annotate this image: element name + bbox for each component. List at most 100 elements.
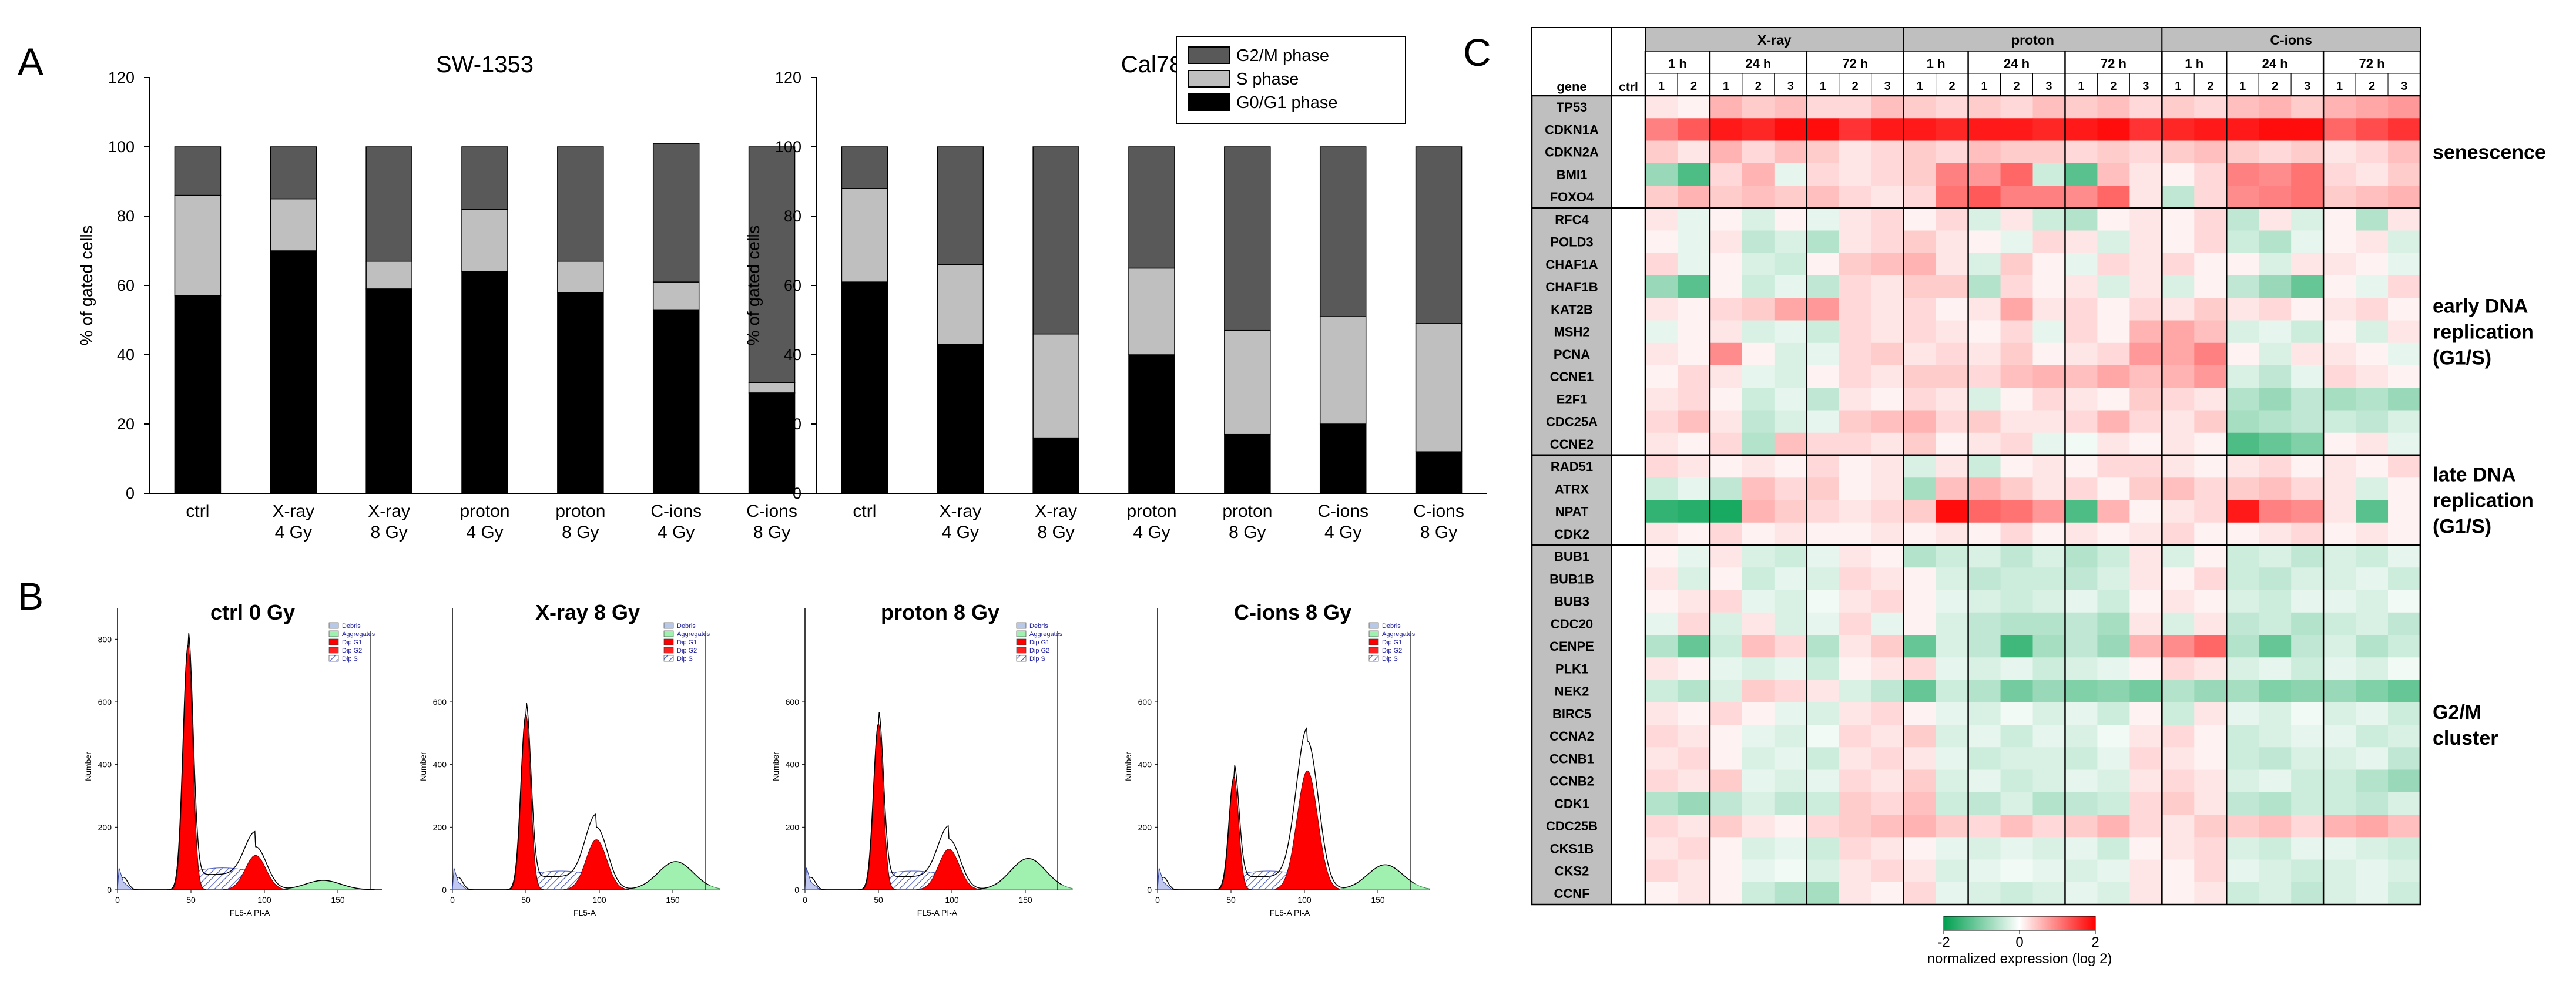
heatmap-cell: [1645, 815, 1678, 838]
heatmap-cell: [2388, 118, 2421, 141]
bar-segment-g2m: [557, 146, 604, 262]
heatmap-cell: [2032, 522, 2065, 546]
replicate-label: 3: [2142, 80, 2149, 93]
timepoint-label: 1 h: [2185, 56, 2203, 71]
heatmap-cell: [2323, 320, 2356, 344]
heatmap-cell: [2129, 747, 2162, 770]
bar-segment-g2m: [365, 146, 412, 262]
gene-label: BIRC5: [1552, 707, 1591, 721]
heatmap-cell: [2032, 545, 2065, 568]
heatmap-cell: [1677, 837, 1710, 860]
heatmap-cell: [2097, 747, 2130, 770]
heatmap-cell: [1677, 365, 1710, 388]
heatmap-cell: [2291, 792, 2324, 815]
heatmap-cell: [1645, 522, 1678, 546]
histogram-xray: X-ray 8 Gy 0 200 400 600 0 50 100 150 FL5-A Number…: [418, 600, 720, 917]
y-axis-label: Number: [418, 752, 428, 781]
heatmap-cell: [1839, 208, 1872, 231]
heatmap-cell: [2065, 208, 2098, 231]
heatmap-cell: [1806, 96, 1840, 119]
x-tick-label: ctrl: [853, 502, 876, 521]
gene-label: CDKN1A: [1545, 122, 1599, 137]
heatmap-cell: [2259, 522, 2292, 546]
x-tick-label: 100: [1297, 895, 1312, 904]
hist-legend-swatch: [328, 647, 339, 654]
heatmap-cell: [2129, 388, 2162, 411]
bar-segment-g0g1: [1224, 433, 1271, 494]
heatmap-cell: [2323, 500, 2356, 523]
heatmap-cell: [1936, 500, 1969, 523]
timepoint-label: 24 h: [1745, 56, 1771, 71]
heatmap-cell: [2388, 882, 2421, 905]
heatmap-cell: [2000, 545, 2033, 568]
hist-legend-label: Dip G2: [1382, 647, 1402, 654]
heatmap-cell: [2291, 612, 2324, 635]
x-tick-label-dose: 8 Gy: [1420, 523, 1457, 542]
heatmap-cell: [1806, 882, 1840, 905]
heatmap-cell: [1742, 140, 1775, 164]
ctrl-header-label: ctrl: [1619, 80, 1638, 94]
x-axis-label: FL5-A PI-A: [230, 908, 270, 917]
heatmap-cell-ctrl: [1612, 140, 1645, 163]
heatmap-cell: [1903, 657, 1937, 680]
heatmap-cell: [2162, 118, 2195, 141]
heatmap-cell: [2259, 635, 2292, 658]
heatmap-cell: [2259, 882, 2292, 905]
heatmap-cell: [1742, 365, 1775, 388]
heatmap-cell: [2226, 859, 2259, 883]
heatmap-cell: [2388, 320, 2421, 344]
heatmap-cell: [1936, 859, 1969, 883]
heatmap-cell: [1709, 769, 1743, 793]
heatmap-cell: [2065, 792, 2098, 815]
heatmap-cell: [1839, 522, 1872, 546]
bar-segment-g0g1: [1032, 437, 1079, 494]
heatmap-cell: [1645, 410, 1678, 433]
heatmap-cell: [2032, 859, 2065, 883]
heatmap-cell: [1871, 410, 1904, 433]
heatmap-cell-ctrl: [1612, 545, 1645, 568]
heatmap-cell: [2356, 320, 2389, 344]
heatmap-cell: [2323, 657, 2356, 680]
hist-legend-swatch: [663, 655, 674, 662]
fit-envelope: [117, 633, 375, 890]
heatmap-cell: [1645, 590, 1678, 613]
heatmap-cell: [2097, 612, 2130, 635]
heatmap-cell: [2129, 837, 2162, 860]
heatmap-cell: [2356, 410, 2389, 433]
heatmap-cell: [1774, 747, 1807, 770]
heatmap-cell: [2226, 140, 2259, 164]
heatmap-cell: [1903, 186, 1937, 209]
heatmap-cell: [2323, 96, 2356, 119]
heatmap-cell: [1968, 186, 2001, 209]
bar-segment-g0g1: [937, 344, 984, 494]
heatmap-cell: [2065, 275, 2098, 298]
heatmap-cell: [1839, 859, 1872, 883]
heatmap-cell: [1839, 118, 1872, 141]
x-tick-label: X-ray: [368, 502, 410, 521]
heatmap-cell: [2000, 410, 2033, 433]
heatmap-cell: [2129, 815, 2162, 838]
x-tick-label: 150: [331, 895, 345, 904]
heatmap-cell: [2388, 612, 2421, 635]
heatmap-cell: [1742, 455, 1775, 478]
replicate-label: 2: [2207, 80, 2213, 93]
heatmap-cell: [2129, 410, 2162, 433]
heatmap-cell: [2097, 140, 2130, 164]
heatmap-cell: [1645, 186, 1678, 209]
heatmap-cell: [2291, 882, 2324, 905]
heatmap-cell: [2000, 118, 2033, 141]
heatmap-cell: [1709, 590, 1743, 613]
gene-label: NPAT: [1555, 505, 1589, 519]
timepoint-label: 1 h: [1927, 56, 1946, 71]
heatmap-cell: [1742, 882, 1775, 905]
heatmap-cell: [2226, 388, 2259, 411]
heatmap-cell: [1806, 186, 1840, 209]
heatmap-cell: [2000, 500, 2033, 523]
heatmap-cell: [2000, 163, 2033, 186]
heatmap-cell: [2356, 882, 2389, 905]
heatmap-cell: [1903, 747, 1937, 770]
heatmap-cell: [2032, 612, 2065, 635]
heatmap-cell: [2129, 253, 2162, 276]
heatmap-cell: [2194, 500, 2227, 523]
heatmap-cell: [2194, 432, 2227, 456]
